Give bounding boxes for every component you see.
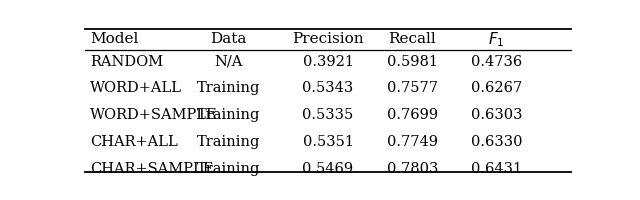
Text: 0.6330: 0.6330 [471, 135, 522, 149]
Text: 0.4736: 0.4736 [471, 55, 522, 69]
Text: 0.7577: 0.7577 [387, 81, 438, 95]
Text: Training: Training [197, 162, 260, 176]
Text: Precision: Precision [292, 32, 364, 46]
Text: 0.5981: 0.5981 [387, 55, 438, 69]
Text: $F_1$: $F_1$ [488, 30, 505, 49]
Text: 0.7803: 0.7803 [387, 162, 438, 176]
Text: 0.7699: 0.7699 [387, 108, 438, 122]
Text: WORD+SAMPLE: WORD+SAMPLE [90, 108, 218, 122]
Text: Training: Training [197, 108, 260, 122]
Text: Recall: Recall [388, 32, 436, 46]
Text: Model: Model [90, 32, 138, 46]
Text: RANDOM: RANDOM [90, 55, 163, 69]
Text: Training: Training [197, 135, 260, 149]
Text: CHAR+ALL: CHAR+ALL [90, 135, 178, 149]
Text: CHAR+SAMPLE: CHAR+SAMPLE [90, 162, 213, 176]
Text: 0.5343: 0.5343 [302, 81, 354, 95]
Text: Data: Data [211, 32, 247, 46]
Text: 0.7749: 0.7749 [387, 135, 438, 149]
Text: 0.6303: 0.6303 [471, 108, 522, 122]
Text: 0.6431: 0.6431 [471, 162, 522, 176]
Text: 0.6267: 0.6267 [471, 81, 522, 95]
Text: 0.5469: 0.5469 [303, 162, 353, 176]
Text: 0.5351: 0.5351 [303, 135, 353, 149]
Text: Training: Training [197, 81, 260, 95]
Text: WORD+ALL: WORD+ALL [90, 81, 182, 95]
Text: 0.3921: 0.3921 [303, 55, 353, 69]
Text: N/A: N/A [214, 55, 243, 69]
Text: 0.5335: 0.5335 [302, 108, 354, 122]
